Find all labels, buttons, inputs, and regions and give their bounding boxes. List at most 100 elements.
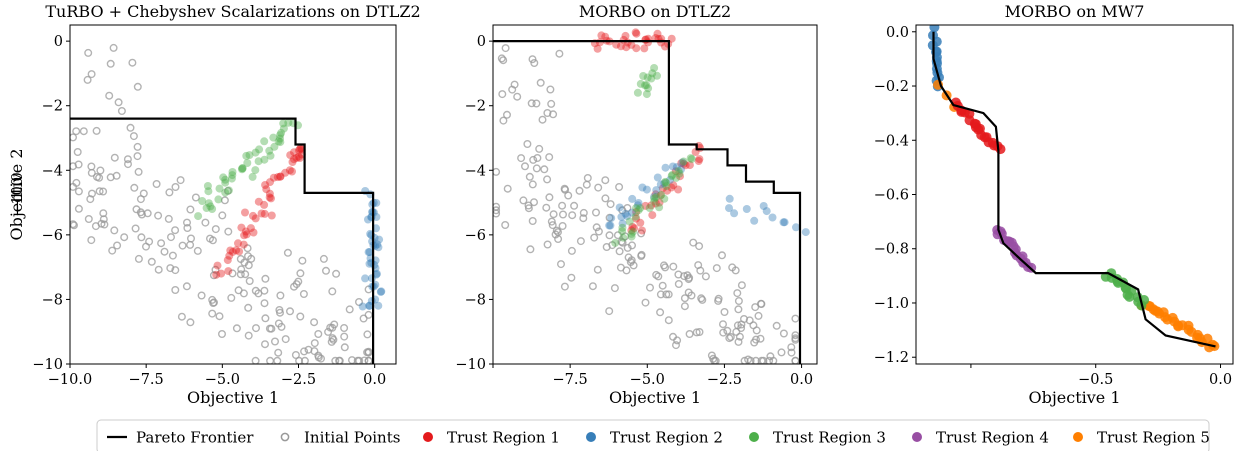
legend-label: Pareto Frontier bbox=[136, 429, 254, 447]
initial-point bbox=[165, 188, 174, 197]
trust-region-point bbox=[224, 186, 233, 195]
initial-point bbox=[526, 245, 535, 254]
trust-region-point bbox=[372, 269, 381, 278]
trust-region-point bbox=[361, 274, 370, 283]
initial-point bbox=[147, 257, 156, 266]
initial-point bbox=[211, 265, 220, 274]
initial-point bbox=[528, 180, 537, 189]
initial-point bbox=[532, 99, 541, 108]
initial-point bbox=[594, 183, 603, 192]
trust-region-point bbox=[656, 180, 665, 189]
trust-region-point bbox=[265, 146, 274, 155]
trust-region-point bbox=[375, 235, 384, 244]
trust-region-point bbox=[617, 212, 626, 221]
trust-region-point bbox=[651, 190, 660, 199]
initial-point bbox=[327, 337, 336, 346]
initial-point bbox=[300, 347, 309, 356]
initial-point bbox=[260, 299, 269, 308]
initial-point bbox=[557, 260, 566, 269]
trust-region-point bbox=[238, 164, 247, 173]
initial-point bbox=[227, 293, 236, 302]
initial-point bbox=[182, 218, 191, 227]
initial-point bbox=[669, 332, 678, 341]
initial-point bbox=[664, 290, 673, 299]
initial-point bbox=[551, 230, 560, 239]
axes-frame bbox=[492, 24, 818, 365]
trust-region-point bbox=[667, 172, 676, 180]
initial-point bbox=[106, 59, 115, 68]
x-tick-label: −7.5 bbox=[129, 372, 164, 388]
initial-point bbox=[326, 323, 335, 332]
initial-point bbox=[733, 289, 742, 298]
initial-point bbox=[186, 205, 195, 214]
trust-region-point bbox=[221, 175, 230, 184]
initial-point bbox=[236, 270, 245, 279]
trust-region-point bbox=[641, 81, 649, 90]
trust-region-point bbox=[655, 198, 664, 207]
initial-point bbox=[719, 320, 728, 329]
legend-label: Trust Region 4 bbox=[936, 429, 1049, 447]
trust-region-point bbox=[627, 226, 636, 235]
initial-point bbox=[766, 352, 775, 361]
initial-point bbox=[637, 229, 646, 238]
initial-point bbox=[684, 275, 693, 284]
y-tick-label: −8 bbox=[465, 292, 486, 308]
initial-point bbox=[79, 127, 88, 136]
trust-region-point bbox=[644, 84, 653, 93]
trust-region-point bbox=[650, 192, 659, 201]
trust-region-point bbox=[792, 223, 800, 232]
initial-point bbox=[114, 98, 123, 107]
trust-region-point bbox=[276, 131, 285, 140]
initial-point bbox=[726, 333, 735, 342]
initial-point bbox=[606, 200, 615, 209]
initial-point bbox=[134, 254, 143, 263]
initial-point bbox=[363, 330, 372, 339]
initial-point bbox=[160, 247, 169, 256]
y-tick-label: −6 bbox=[465, 228, 486, 244]
initial-point bbox=[641, 298, 650, 307]
trust-region-point bbox=[663, 186, 672, 195]
trust-region-point bbox=[801, 228, 810, 237]
x-axis-label: Objective 1 bbox=[1028, 388, 1120, 407]
trust-region-point bbox=[276, 172, 285, 181]
initial-point bbox=[72, 127, 81, 136]
initial-point bbox=[680, 294, 689, 303]
initial-point bbox=[106, 173, 115, 182]
initial-point bbox=[735, 332, 744, 341]
trust-region-point bbox=[232, 246, 241, 255]
initial-point bbox=[740, 356, 749, 364]
initial-point bbox=[294, 277, 303, 286]
legend-item: Trust Region 2 bbox=[586, 429, 723, 447]
initial-point bbox=[261, 274, 270, 283]
initial-point bbox=[223, 186, 232, 195]
trust-region-point bbox=[633, 88, 642, 97]
initial-point bbox=[590, 233, 599, 242]
initial-point bbox=[692, 328, 701, 337]
initial-point bbox=[745, 316, 754, 325]
trust-region-point bbox=[267, 211, 276, 220]
initial-point bbox=[728, 263, 737, 272]
trust-region-point bbox=[677, 159, 686, 168]
trust-region-point bbox=[676, 172, 684, 181]
initial-point bbox=[601, 194, 610, 203]
trust-region-point bbox=[242, 151, 251, 160]
legend-item: Pareto Frontier bbox=[107, 429, 254, 447]
initial-point bbox=[87, 236, 96, 245]
chart-title: TuRBO + Chebyshev Scalarizations on DTLZ… bbox=[45, 2, 420, 21]
initial-point bbox=[656, 308, 665, 317]
initial-point bbox=[737, 281, 746, 290]
x-tick-label: 0.0 bbox=[363, 372, 386, 388]
initial-point bbox=[521, 162, 530, 171]
initial-point bbox=[791, 335, 800, 344]
trust-region-point bbox=[295, 154, 304, 162]
initial-point bbox=[271, 337, 280, 346]
initial-point bbox=[672, 341, 681, 350]
trust-region-point bbox=[224, 267, 233, 276]
initial-point bbox=[497, 54, 506, 63]
trust-region-point bbox=[265, 189, 274, 198]
subplot-morbo-mw7: MORBO on MW7 Objective 1 −1.0 −0.5 0.0 0.0 −… bbox=[10, 2, 1234, 407]
initial-point bbox=[592, 223, 601, 232]
initial-point bbox=[70, 221, 78, 230]
initial-point bbox=[777, 348, 786, 357]
axes-frame bbox=[915, 24, 1234, 365]
